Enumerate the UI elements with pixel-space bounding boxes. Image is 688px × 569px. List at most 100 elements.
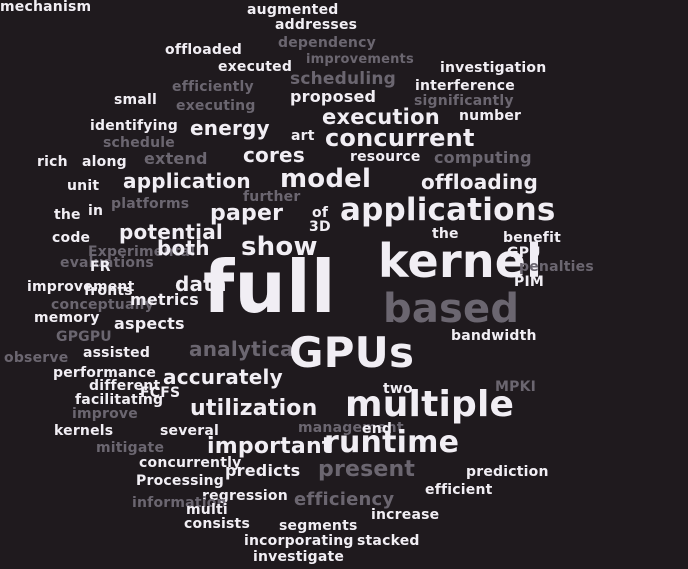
word-two: two [383,381,413,397]
word-scheduling: scheduling [290,69,397,89]
word-kernels: kernels [54,423,114,439]
word-cores: cores [243,143,305,167]
word-3d: 3D [309,219,331,235]
word-incorporating: incorporating [244,533,354,549]
word-efficient: efficient [425,482,493,498]
word-end: end [362,421,393,437]
word-regression: regression [202,488,288,504]
word-kernel: kernel [378,234,543,288]
word-improvements: improvements [306,52,414,67]
word-important: important [207,434,333,459]
word-facilitating: facilitating [75,392,164,408]
word-gpus: GPUs [289,328,415,377]
word-applications: applications [340,192,556,228]
word-conceptually: conceptually [51,297,154,313]
word-evaluations: evaluations [60,255,154,271]
word-rich: rich [37,154,68,170]
word-different: different [89,378,161,394]
word-significantly: significantly [414,93,514,109]
word-unit: unit [67,178,100,194]
word-offloaded: offloaded [165,42,243,58]
word-further: further [243,189,301,205]
word-computing: computing [434,148,532,167]
word-platforms: platforms [111,196,190,212]
word-execution: execution [322,105,440,129]
word-offloading: offloading [421,170,538,194]
word-experimental: Experimental [88,244,196,260]
word-executed: executed [218,59,293,75]
word-pim: PIM [514,274,545,290]
word-code: code [52,230,91,246]
word-of: of [312,205,329,221]
word-prediction: prediction [466,464,549,480]
word-efficiency: efficiency [294,489,395,510]
word-segments: segments [279,518,358,534]
word-improve: improve [72,406,138,422]
word-metrics: metrics [130,290,199,309]
word-art: art [291,128,315,144]
word-dependency: dependency [278,35,376,51]
word-bandwidth: bandwidth [451,328,537,344]
word-present: present [318,457,416,482]
word-processing: Processing [136,473,225,489]
word-efficiently: efficiently [172,79,254,95]
word-based: based [383,286,520,332]
word-runtime: runtime [324,425,460,460]
word-mpki: MPKI [495,379,537,395]
word-performance: performance [53,365,157,381]
word-stacked: stacked [357,533,420,549]
word-extend: extend [144,149,208,168]
word-interference: interference [415,78,516,94]
word-increase: increase [371,507,440,523]
word-show: show [241,232,318,262]
word-both: both [157,236,210,260]
word-number: number [459,108,522,124]
word-the: the [432,226,459,242]
word-the: the [54,207,81,223]
word-concurrently: concurrently [139,455,242,471]
word-assisted: assisted [83,345,151,361]
word-along: along [82,154,127,170]
word-information: information [132,495,227,511]
word-concurrent: concurrent [325,124,475,152]
word-fcfs: FCFS [140,385,181,401]
word-addresses: addresses [275,17,358,33]
word-energy: energy [190,116,270,140]
word-schedule: schedule [103,135,175,151]
word-observe: observe [4,350,69,366]
word-penalties: penalties [519,259,594,275]
word-gpgpu: GPGPU [56,329,112,345]
word-utilization: utilization [190,396,318,421]
word-analytical: analytical [189,337,301,361]
word-full: full [203,245,336,329]
word-executing: executing [176,98,256,114]
word-multiple: multiple [345,384,515,425]
word-memory: memory [34,310,100,326]
word-in: in [88,203,104,219]
word-fr: FR [90,259,111,275]
word-several: several [160,423,219,439]
word-augmented: augmented [247,2,339,18]
word-predicts: predicts [225,461,301,480]
word-gpu: GPU [507,245,541,261]
word-identifying: identifying [90,118,178,134]
word-resource: resource [350,149,421,165]
word-investigation: investigation [440,60,547,76]
word-model: model [280,164,372,194]
word-proposed: proposed [290,87,377,106]
word-improvement: improvement [27,279,135,295]
word-consists: consists [184,516,250,532]
word-application: application [123,169,251,193]
word-small: small [114,92,157,108]
word-benefit: benefit [503,230,561,246]
word-fronts: fronts [84,283,133,299]
word-management: management [298,420,404,436]
word-mitigate: mitigate [96,440,165,456]
word-potential: potential [119,220,223,244]
word-investigate: investigate [253,549,345,565]
word-aspects: aspects [114,314,185,333]
word-mechanism: mechanism [0,0,92,15]
word-paper: paper [210,201,284,226]
word-multi: multi [186,502,228,518]
